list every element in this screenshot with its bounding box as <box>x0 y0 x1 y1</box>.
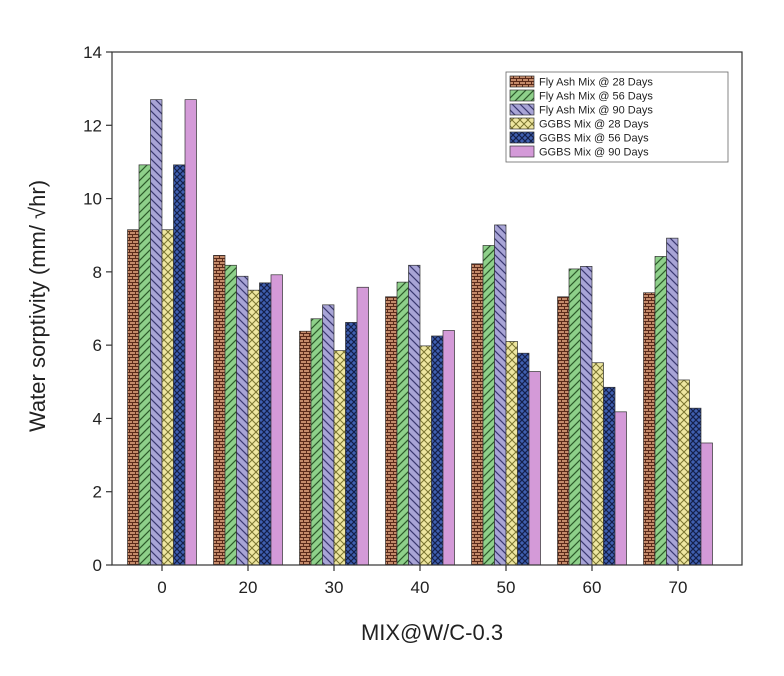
bar-s4-c30 <box>333 350 346 566</box>
bar-s3-c30 <box>322 304 335 566</box>
y-tick-label: 0 <box>93 556 102 575</box>
bar-s5-c40 <box>431 335 444 566</box>
bar-s3-c0 <box>150 99 163 566</box>
x-tick-label: 20 <box>239 578 258 597</box>
legend-label-s6: GGBS Mix @ 90 Days <box>539 147 649 159</box>
bar-s4-c60 <box>591 362 604 566</box>
bar-s6-c70 <box>700 442 713 566</box>
x-tick-label: 30 <box>325 578 344 597</box>
bar-s5-c70 <box>689 407 702 566</box>
bars-layer <box>127 99 713 566</box>
y-tick-label: 4 <box>93 409 102 428</box>
bar-s3-c60 <box>580 266 593 566</box>
bar-s3-c70 <box>666 237 679 566</box>
bar-s5-c0 <box>173 164 186 566</box>
bar-s3-c20 <box>236 275 249 566</box>
y-axis-title: Water sorptivity (mm/ √hr) <box>25 180 50 432</box>
bar-s1-c0 <box>127 229 140 566</box>
bar-s5-c50 <box>517 352 530 566</box>
bar-s1-c30 <box>299 330 312 566</box>
bar-s1-c60 <box>557 296 570 566</box>
legend-swatch-s1 <box>509 75 535 88</box>
axes-layer: 0 2 4 6 8 10 12 14 0 20 30 40 50 60 70 <box>83 43 743 597</box>
legend-swatch-s2 <box>509 89 535 102</box>
x-tick-label: 0 <box>157 578 166 597</box>
x-tick-label: 50 <box>497 578 516 597</box>
legend-swatch-s4 <box>509 117 535 130</box>
bar-s6-c0 <box>184 99 197 566</box>
legend-swatch-s6 <box>509 145 535 158</box>
legend-swatch-s5 <box>509 131 535 144</box>
legend-label-s5: GGBS Mix @ 56 Days <box>539 133 649 145</box>
bar-s4-c50 <box>505 341 518 566</box>
bar-s4-c40 <box>419 345 432 566</box>
bar-s6-c30 <box>356 286 369 566</box>
x-tick-label: 60 <box>583 578 602 597</box>
bar-s2-c20 <box>224 264 237 566</box>
legend-label-s1: Fly Ash Mix @ 28 Days <box>539 77 653 89</box>
y-tick-label: 8 <box>93 263 102 282</box>
bar-s2-c60 <box>568 268 581 566</box>
bar-s3-c40 <box>408 264 421 566</box>
bar-s5-c30 <box>345 322 358 566</box>
x-axis-title: MIX@W/C-0.3 <box>361 620 503 645</box>
y-tick-label: 2 <box>93 483 102 502</box>
bar-s1-c40 <box>385 296 398 566</box>
y-tick-label: 10 <box>83 190 102 209</box>
bar-s2-c0 <box>138 164 151 566</box>
legend-label-s3: Fly Ash Mix @ 90 Days <box>539 105 653 117</box>
bar-s6-c50 <box>528 371 541 566</box>
legend-label-s4: GGBS Mix @ 28 Days <box>539 119 649 131</box>
bar-s1-c70 <box>643 292 656 566</box>
x-tick-label: 40 <box>411 578 430 597</box>
legend-swatch-s3 <box>509 103 535 116</box>
bar-s2-c40 <box>396 281 409 566</box>
bar-s6-c20 <box>270 274 283 566</box>
legend-label-s2: Fly Ash Mix @ 56 Days <box>539 91 653 103</box>
bar-s1-c20 <box>213 255 226 566</box>
bar-s6-c40 <box>442 330 455 566</box>
bar-s4-c70 <box>677 379 690 566</box>
bar-s5-c20 <box>259 282 272 566</box>
bar-s2-c30 <box>310 318 323 566</box>
bar-s2-c70 <box>654 256 667 566</box>
bar-s4-c20 <box>247 289 260 566</box>
bar-s5-c60 <box>603 386 616 566</box>
y-tick-label: 12 <box>83 116 102 135</box>
y-tick-label: 6 <box>93 336 102 355</box>
legend: Fly Ash Mix @ 28 Days Fly Ash Mix @ 56 Da… <box>505 71 729 163</box>
bar-s1-c50 <box>471 263 484 566</box>
bar-s3-c50 <box>494 224 507 566</box>
bar-s4-c0 <box>161 229 174 566</box>
plot-frame <box>111 51 743 566</box>
legend-box <box>505 71 729 163</box>
bar-s2-c50 <box>482 245 495 566</box>
x-tick-label: 70 <box>669 578 688 597</box>
y-tick-label: 14 <box>83 43 102 62</box>
bar-s6-c60 <box>614 411 627 566</box>
